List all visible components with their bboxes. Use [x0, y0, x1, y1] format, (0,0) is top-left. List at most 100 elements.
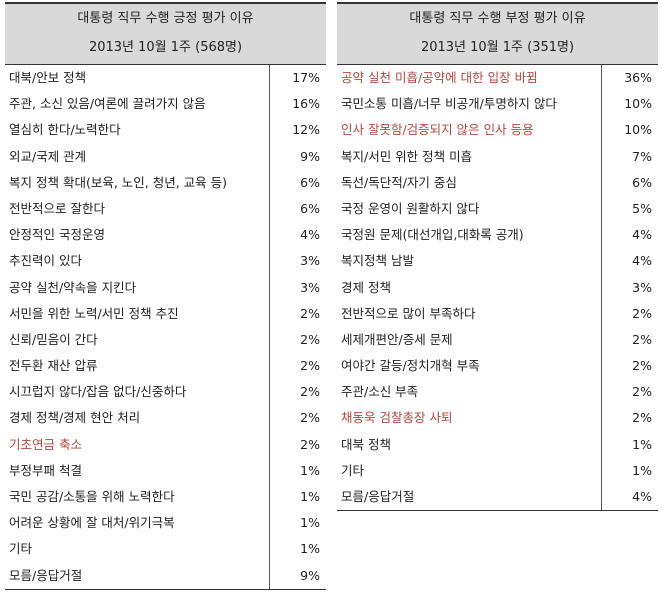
table-row: 부정부패 척결 1% [5, 457, 326, 484]
percent-cell: 2% [601, 300, 658, 327]
table-row: 국민소통 미흡/너무 비공개/투명하지 않다 10% [337, 91, 658, 118]
reason-cell: 전반적으로 잘한다 [9, 200, 105, 216]
reason-cell: 여야간 갈등/정치개혁 부족 [341, 358, 480, 374]
percent-cell: 4% [601, 484, 658, 511]
percent-cell: 2% [601, 379, 658, 406]
percent-cell: 2% [269, 300, 326, 327]
reason-cell: 열심히 한다/노력한다 [9, 122, 121, 138]
table-subtitle: 2013년 10월 1주 (351명) [420, 40, 575, 55]
table-row: 공약 실천 미흡/공약에 대한 입장 바뀜 36% [337, 65, 658, 92]
reason-cell: 경제 정책 [341, 279, 391, 295]
percent-cell: 4% [269, 222, 326, 249]
table-row: 국정 운영이 원활하지 않다 5% [337, 195, 658, 223]
percent-cell: 2% [269, 379, 326, 406]
table-row: 공약 실천/약속을 지킨다 3% [5, 274, 326, 301]
percent-cell: 1% [601, 457, 658, 484]
reason-cell: 서민을 위한 노력/서민 정책 추진 [9, 305, 179, 321]
table-row: 인사 잘못함/검증되지 않은 인사 등용 10% [337, 117, 658, 144]
table-row: 외교/국제 관계 9% [5, 143, 326, 170]
table-row: 경제 정책 3% [337, 274, 658, 301]
table-row: 복지 정책 확대(보육, 노인, 청년, 교육 등) 6% [5, 169, 326, 196]
percent-cell: 7% [601, 143, 658, 170]
percent-cell: 1% [269, 510, 326, 537]
reason-cell: 기초연금 축소 [9, 436, 82, 452]
reason-cell: 국정원 문제(대선개입,대화록 공개) [341, 227, 524, 243]
table-row: 주관/소신 부족 2% [337, 379, 658, 406]
table-row: 세제개편안/증세 문제 2% [337, 326, 658, 354]
percent-cell: 2% [601, 353, 658, 380]
reason-cell: 국민 공감/소통을 위해 노력한다 [9, 489, 175, 504]
percent-cell: 2% [269, 405, 326, 432]
table-row: 복지/서민 위한 정책 미흡 7% [337, 143, 658, 170]
reason-cell: 기타 [341, 462, 365, 478]
reason-cell: 채동욱 검찰총장 사퇴 [341, 410, 453, 426]
percent-cell: 2% [601, 405, 658, 432]
table-row: 전반적으로 많이 부족하다 2% [337, 300, 658, 327]
table-body: 대북/안보 정책 17% 주관, 소신 있음/여론에 끌려가지 않음 16% 열심히 한… [5, 65, 326, 590]
positive-table: 대통령 직무 수행 긍정 평가 이유 2013년 10월 1주 (568명) 대… [5, 2, 326, 590]
reason-cell: 대북/안보 정책 [9, 70, 87, 85]
reason-cell: 국정 운영이 원활하지 않다 [341, 200, 480, 216]
table-row: 신뢰/믿음이 간다 2% [5, 326, 326, 354]
table-row: 서민을 위한 노력/서민 정책 추진 2% [5, 300, 326, 327]
reason-cell: 추진력이 있다 [9, 253, 82, 269]
reason-cell: 세제개편안/증세 문제 [341, 331, 453, 347]
table-row: 국민 공감/소통을 위해 노력한다 1% [5, 484, 326, 511]
table-row: 모름/응답거절 9% [5, 562, 326, 589]
table-row: 기타 1% [5, 536, 326, 563]
percent-cell: 17% [269, 65, 326, 92]
reason-cell: 신뢰/믿음이 간다 [9, 331, 98, 347]
table-row: 안정적인 국정운영 4% [5, 222, 326, 249]
table-row: 기초연금 축소 2% [5, 431, 326, 458]
reason-cell: 대북 정책 [341, 436, 391, 452]
table-row: 시끄럽지 않다/잡음 없다/신중하다 2% [5, 379, 326, 406]
percent-cell: 2% [269, 326, 326, 354]
reason-cell: 주관/소신 부족 [341, 384, 419, 400]
table-row: 경제 정책/경제 현안 처리 2% [5, 405, 326, 432]
table-row: 어려운 상황에 잘 대처/위기극복 1% [5, 510, 326, 537]
reason-cell: 부정부패 척결 [9, 462, 82, 478]
table-row: 국정원 문제(대선개입,대화록 공개) 4% [337, 222, 658, 249]
percent-cell: 1% [269, 484, 326, 511]
reason-cell: 모름/응답거절 [9, 567, 83, 583]
table-title: 대통령 직무 수행 긍정 평가 이유 [77, 11, 254, 26]
reason-cell: 어려운 상황에 잘 대처/위기극복 [9, 515, 175, 531]
reason-cell: 모름/응답거절 [341, 489, 415, 504]
table-row: 독선/독단적/자기 중심 6% [337, 169, 658, 196]
reason-cell: 공약 실천/약속을 지킨다 [9, 279, 137, 295]
percent-cell: 36% [601, 65, 658, 92]
reason-cell: 복지 정책 확대(보육, 노인, 청년, 교육 등) [9, 174, 228, 190]
percent-cell: 5% [601, 195, 658, 223]
reason-cell: 기타 [9, 541, 33, 557]
table-row: 주관, 소신 있음/여론에 끌려가지 않음 16% [5, 91, 326, 118]
reason-cell: 전두환 재산 압류 [9, 358, 98, 374]
table-row: 기타 1% [337, 457, 658, 484]
table-row: 대북 정책 1% [337, 431, 658, 458]
table-header: 대통령 직무 수행 부정 평가 이유 2013년 10월 1주 (351명) [337, 2, 658, 65]
percent-cell: 3% [269, 274, 326, 301]
reason-cell: 인사 잘못함/검증되지 않은 인사 등용 [341, 122, 534, 138]
reason-cell: 주관, 소신 있음/여론에 끌려가지 않음 [9, 96, 206, 112]
percent-cell: 2% [601, 326, 658, 354]
table-subtitle: 2013년 10월 1주 (568명) [88, 40, 243, 55]
table-header: 대통령 직무 수행 긍정 평가 이유 2013년 10월 1주 (568명) [5, 2, 326, 65]
table-row: 전두환 재산 압류 2% [5, 353, 326, 380]
table-row: 추진력이 있다 3% [5, 248, 326, 275]
percent-cell: 10% [601, 117, 658, 144]
percent-cell: 2% [269, 431, 326, 458]
reason-cell: 독선/독단적/자기 중심 [341, 174, 457, 190]
percent-cell: 16% [269, 91, 326, 118]
negative-table: 대통령 직무 수행 부정 평가 이유 2013년 10월 1주 (351명) 공… [337, 2, 658, 512]
percent-cell: 3% [601, 274, 658, 301]
percent-cell: 1% [269, 536, 326, 563]
percent-cell: 6% [269, 195, 326, 223]
table-row: 대북/안보 정책 17% [5, 65, 326, 92]
reason-cell: 공약 실천 미흡/공약에 대한 입장 바뀜 [341, 70, 538, 85]
percent-cell: 10% [601, 91, 658, 118]
reason-cell: 국민소통 미흡/너무 비공개/투명하지 않다 [341, 96, 557, 112]
percent-cell: 4% [601, 248, 658, 275]
table-title: 대통령 직무 수행 부정 평가 이유 [409, 11, 586, 26]
table-row: 채동욱 검찰총장 사퇴 2% [337, 405, 658, 432]
reason-cell: 외교/국제 관계 [9, 148, 87, 164]
